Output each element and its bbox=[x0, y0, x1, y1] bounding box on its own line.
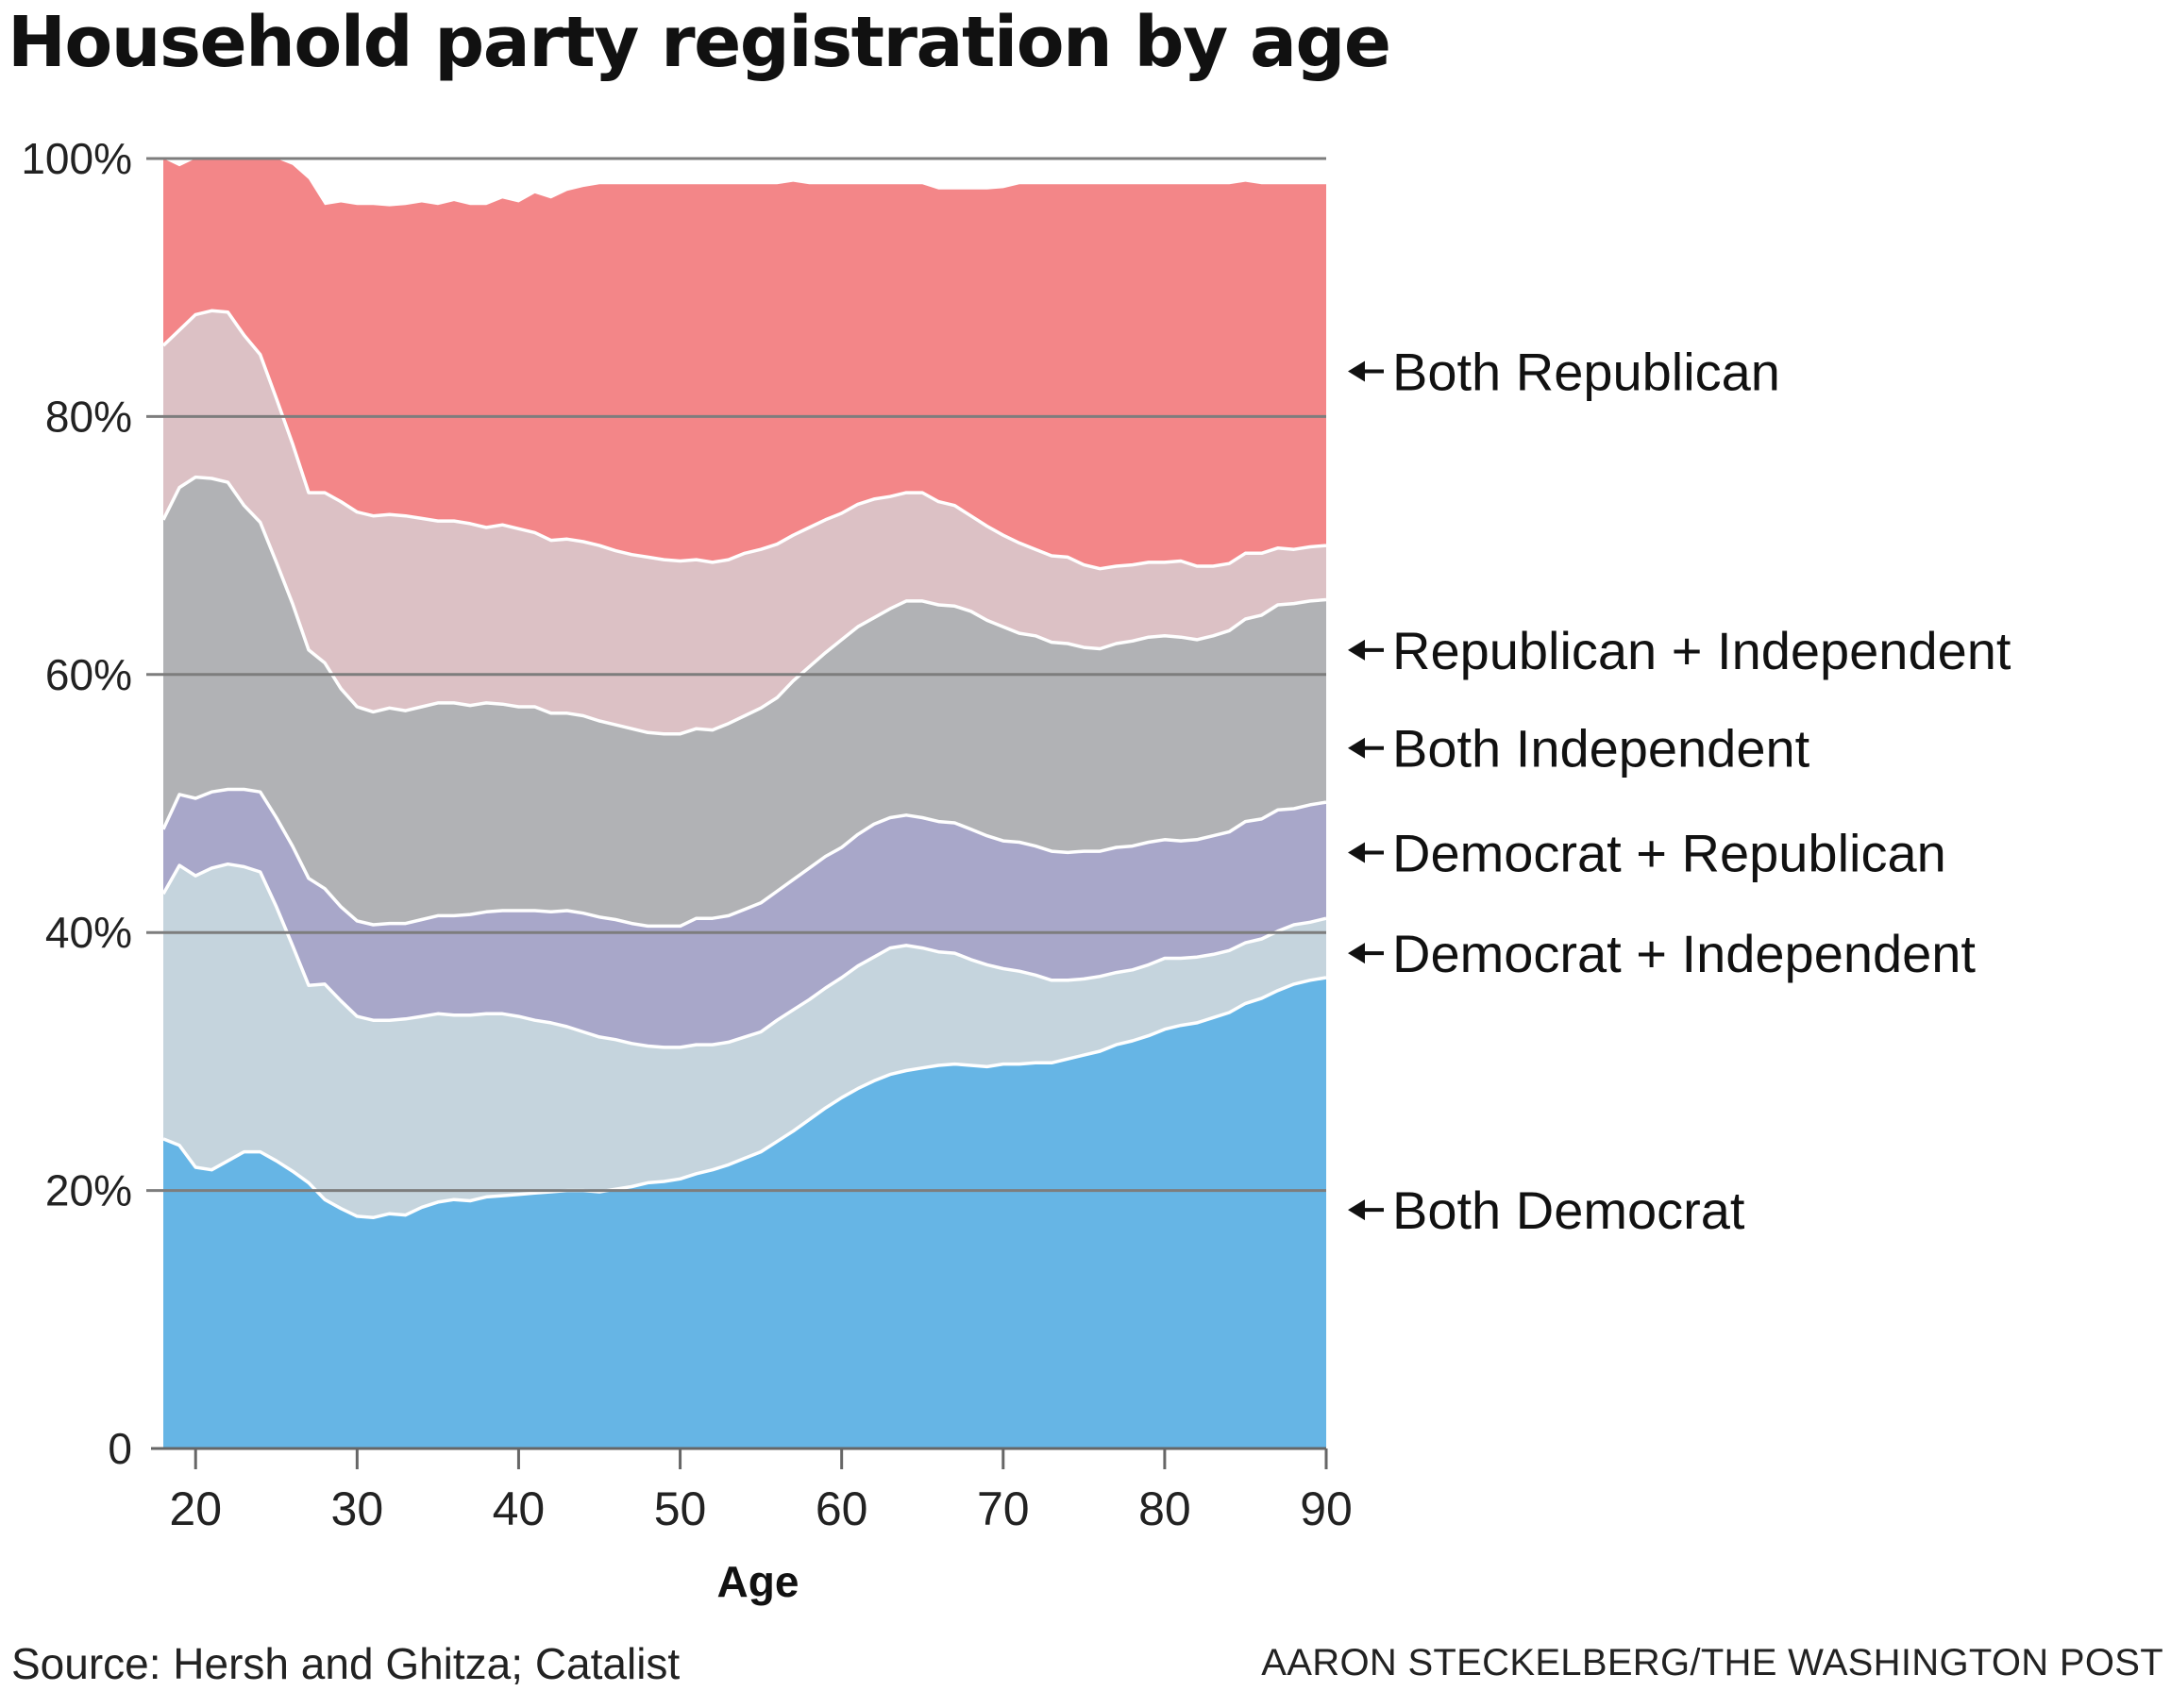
boundary-democrat-republican bbox=[161, 787, 1327, 929]
area-republican-independent bbox=[163, 310, 1326, 734]
boundary-both-democrat bbox=[162, 976, 1327, 1220]
series-label-text: Democrat + Independent bbox=[1392, 924, 1976, 983]
series-label-text: Republican + Independent bbox=[1392, 621, 2011, 680]
y-tick-label: 20% bbox=[45, 1166, 132, 1215]
series-label-text: Both Republican bbox=[1392, 343, 1780, 402]
x-tick-label: 30 bbox=[331, 1482, 384, 1535]
series-labels: Both Democrat Democrat + Independent Democ… bbox=[1348, 343, 2011, 1240]
x-tick-label: 90 bbox=[1300, 1482, 1353, 1535]
y-tick-label: 80% bbox=[45, 392, 132, 441]
x-axis bbox=[151, 1447, 1328, 1469]
arrow-head-icon bbox=[1348, 943, 1365, 964]
chart-title: Household party registration by age bbox=[8, 2, 1391, 83]
arrow-head-icon bbox=[1348, 842, 1365, 863]
arrow-head-icon bbox=[1348, 639, 1365, 661]
y-tick-label: 0 bbox=[108, 1424, 132, 1473]
x-tick-label: 20 bbox=[169, 1482, 222, 1535]
series-label-democrat-independent: Democrat + Independent bbox=[1348, 924, 1976, 983]
y-tick-label: 40% bbox=[45, 908, 132, 957]
y-tick-label: 60% bbox=[45, 650, 132, 699]
series-label-republican-independent: Republican + Independent bbox=[1348, 621, 2011, 680]
arrow-head-icon bbox=[1348, 360, 1365, 382]
source-note: Source: Hersh and Ghitza; Catalist bbox=[11, 1639, 681, 1688]
arrow-head-icon bbox=[1348, 737, 1365, 759]
boundary-layer bbox=[161, 309, 1327, 1220]
y-tick-label: 100% bbox=[21, 134, 132, 183]
x-tick-label: 50 bbox=[654, 1482, 707, 1535]
series-label-text: Both Independent bbox=[1392, 719, 1810, 779]
area-democrat-independent bbox=[163, 863, 1326, 1218]
arrow-head-icon bbox=[1348, 1199, 1365, 1221]
area-both-democrat bbox=[163, 978, 1326, 1448]
series-label-both-independent: Both Independent bbox=[1348, 719, 1810, 779]
boundary-both-independent bbox=[161, 475, 1327, 736]
series-label-democrat-republican: Democrat + Republican bbox=[1348, 823, 1946, 882]
x-tick-label: 40 bbox=[493, 1482, 546, 1535]
x-tick-label: 60 bbox=[816, 1482, 868, 1535]
x-tick-label: 80 bbox=[1138, 1482, 1191, 1535]
y-axis: 0 20% 40% 60% 80% 100% bbox=[21, 134, 132, 1473]
series-label-text: Democrat + Republican bbox=[1392, 823, 1946, 882]
series-label-both-democrat: Both Democrat bbox=[1348, 1181, 1745, 1240]
credit-line: AARON STECKELBERG/THE WASHINGTON POST bbox=[1261, 1642, 2163, 1683]
area-layer bbox=[163, 159, 1326, 1448]
x-axis-labels: 20 30 40 50 60 70 80 90 bbox=[169, 1482, 1352, 1535]
area-both-republican bbox=[163, 159, 1326, 569]
boundary-republican-independent bbox=[161, 309, 1327, 571]
series-label-text: Both Democrat bbox=[1392, 1181, 1745, 1240]
boundary-democrat-independent bbox=[161, 862, 1327, 1049]
gridline-layer bbox=[146, 157, 1326, 1193]
x-tick-label: 70 bbox=[977, 1482, 1030, 1535]
x-axis-title: Age bbox=[717, 1557, 799, 1606]
area-both-independent bbox=[163, 477, 1326, 927]
series-label-both-republican: Both Republican bbox=[1348, 343, 1780, 402]
area-democrat-republican bbox=[163, 789, 1326, 1047]
